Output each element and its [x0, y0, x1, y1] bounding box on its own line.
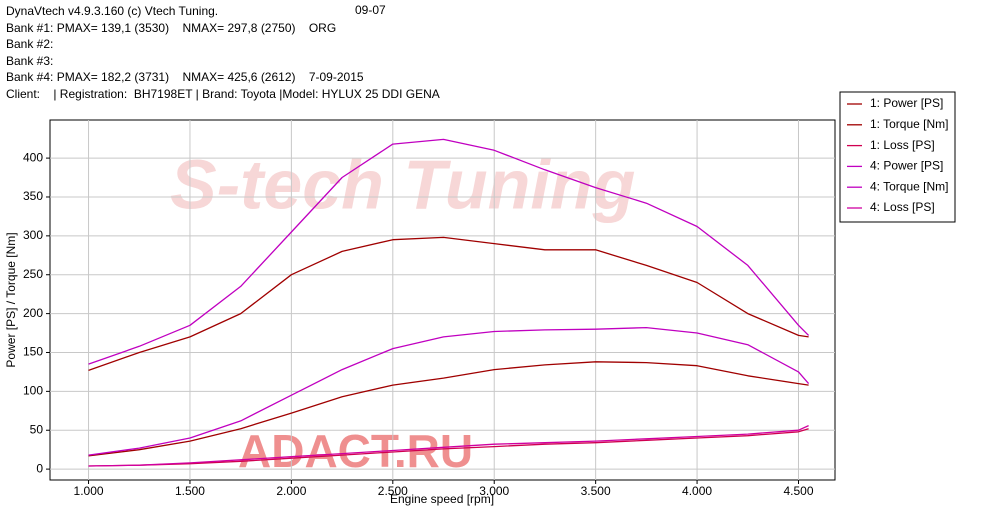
- y-tick-label: 250: [23, 267, 43, 281]
- watermark: S-tech Tuning: [170, 145, 635, 223]
- y-tick-label: 0: [36, 461, 43, 475]
- series-line: [88, 236, 809, 372]
- x-tick-label: 3.500: [581, 484, 611, 498]
- header-line: Bank #1: PMAX= 139,1 (3530) NMAX= 297,8 …: [6, 20, 337, 35]
- y-tick-label: 350: [23, 189, 43, 203]
- x-tick-label: 1.000: [74, 484, 104, 498]
- legend-label: 4: Torque [Nm]: [870, 179, 948, 193]
- legend-label: 1: Loss [PS]: [870, 138, 935, 152]
- y-tick-label: 100: [23, 384, 43, 398]
- header-date: 09-07: [355, 3, 386, 17]
- y-tick-label: 300: [23, 228, 43, 242]
- header: DynaVtech v4.9.3.160 (c) Vtech Tuning. B…: [6, 3, 440, 102]
- header-line: DynaVtech v4.9.3.160 (c) Vtech Tuning.: [6, 4, 219, 18]
- x-tick-label: 1.500: [175, 484, 205, 498]
- legend-label: 4: Loss [PS]: [870, 200, 935, 214]
- series-line: [88, 428, 809, 467]
- y-tick-label: 200: [23, 306, 43, 320]
- header-line: Bank #2:: [6, 37, 54, 51]
- x-axis-label: Engine speed [rpm]: [390, 492, 494, 506]
- header-line: Client: | Registration: BH7198ET | Brand…: [6, 86, 440, 101]
- series-line: [88, 138, 810, 365]
- y-tick-label: 150: [23, 345, 43, 359]
- watermark: ADACT.RU: [238, 425, 473, 477]
- header-line: Bank #4: PMAX= 182,2 (3731) NMAX= 425,6 …: [6, 70, 364, 84]
- legend-label: 4: Power [PS]: [870, 159, 943, 173]
- x-tick-label: 3.000: [479, 484, 509, 498]
- series-line: [88, 425, 809, 467]
- plot-area: [49, 119, 836, 481]
- legend-box: [839, 91, 956, 223]
- y-axis-label: Power [PS] / Torque [Nm]: [4, 232, 18, 367]
- legend-label: 1: Power [PS]: [870, 96, 943, 110]
- series-line: [88, 361, 809, 457]
- x-tick-label: 2.500: [378, 484, 408, 498]
- y-tick-label: 50: [30, 422, 44, 436]
- x-tick-label: 4.000: [682, 484, 712, 498]
- header-line: Bank #3:: [6, 53, 54, 68]
- x-tick-label: 2.000: [276, 484, 306, 498]
- x-tick-label: 4.500: [783, 484, 813, 498]
- y-tick-label: 400: [23, 150, 43, 164]
- series-line: [88, 326, 810, 456]
- legend-label: 1: Torque [Nm]: [870, 117, 948, 131]
